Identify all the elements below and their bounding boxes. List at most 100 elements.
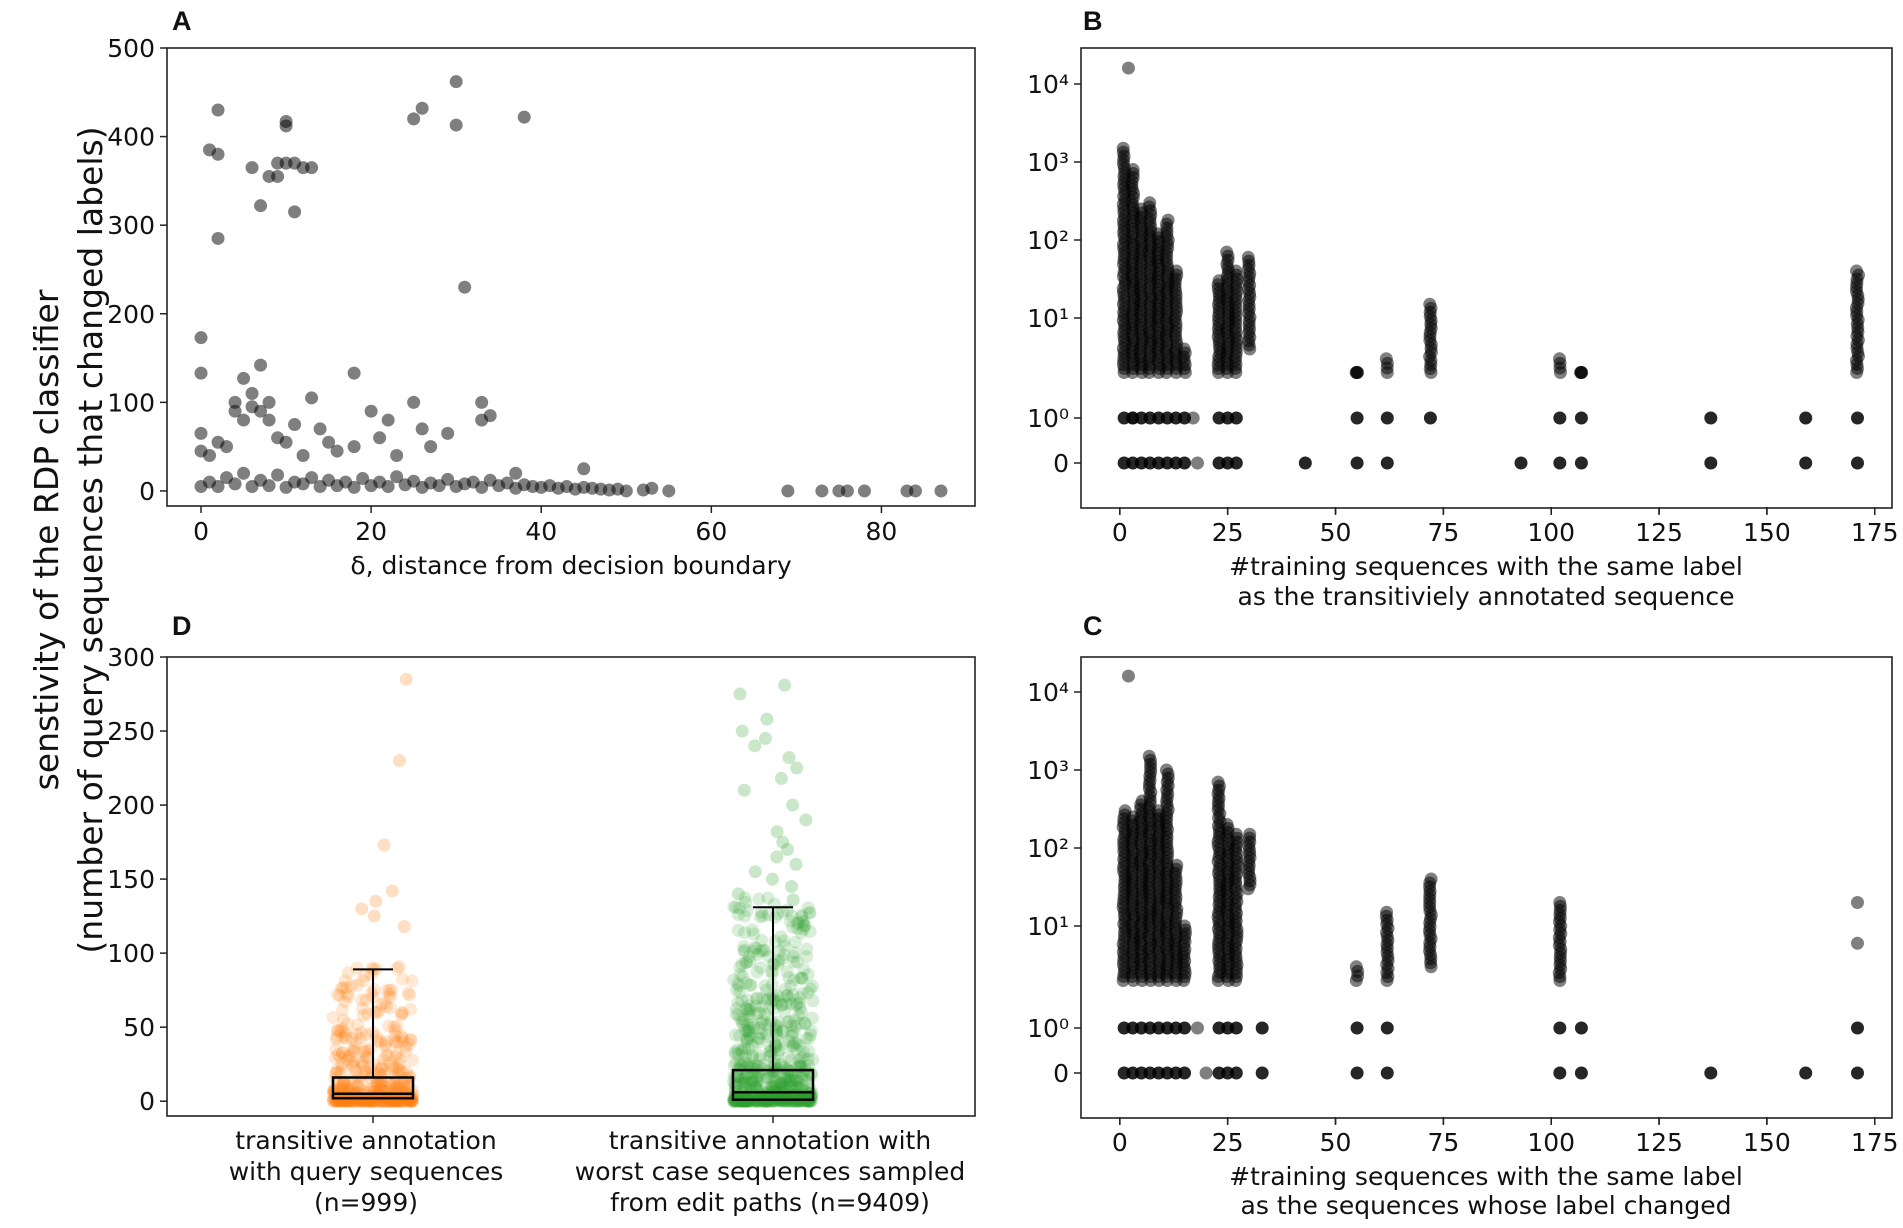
strip-point <box>371 1077 385 1091</box>
strip-point <box>361 1007 375 1021</box>
strip-point <box>804 1024 818 1038</box>
strip-point <box>359 993 373 1007</box>
strip-point <box>733 967 747 981</box>
strip-point <box>740 903 754 917</box>
data-point <box>364 404 378 418</box>
strip-point <box>778 939 792 953</box>
data-point <box>449 75 463 89</box>
data-point <box>1190 456 1204 470</box>
strip-point <box>347 1060 361 1074</box>
strip-point <box>768 1037 782 1051</box>
data-point <box>1553 1066 1567 1080</box>
strip-point <box>356 1009 370 1023</box>
strip-point <box>373 1081 387 1095</box>
strip-point <box>377 838 391 852</box>
strip-point <box>344 1082 358 1096</box>
strip-point <box>775 1024 789 1038</box>
strip-point <box>806 979 820 993</box>
strip-point <box>357 1059 371 1073</box>
strip-point <box>781 1091 795 1105</box>
data-point <box>815 484 829 498</box>
strip-point <box>732 1094 746 1108</box>
strip-point <box>801 1052 815 1066</box>
strip-point <box>740 1094 754 1108</box>
strip-point <box>740 1003 754 1017</box>
strip-point <box>393 1052 407 1066</box>
strip-point <box>737 1012 751 1026</box>
data-point <box>390 449 404 463</box>
strip-point <box>338 1050 352 1064</box>
strip-point <box>350 978 364 992</box>
strip-point <box>748 865 762 879</box>
strip-point <box>399 672 413 686</box>
strip-point <box>753 1091 767 1105</box>
strip-point <box>795 1079 809 1093</box>
strip-point <box>753 1052 767 1066</box>
strip-point <box>357 1045 371 1059</box>
strip-point <box>792 1094 806 1108</box>
strip-point <box>390 1093 404 1107</box>
data-point <box>194 366 208 380</box>
strip-point <box>736 1094 750 1108</box>
strip-point <box>375 1075 389 1089</box>
strip-point <box>787 973 801 987</box>
strip-point <box>365 961 379 975</box>
strip-point <box>741 1042 755 1056</box>
strip-point <box>340 1082 354 1096</box>
strip-point <box>728 1094 742 1108</box>
strip-point <box>372 1077 386 1091</box>
strip-point <box>733 1029 747 1043</box>
strip-point <box>738 1062 752 1076</box>
y-tick-label: 10² <box>1027 834 1069 863</box>
strip-point <box>329 1066 343 1080</box>
strip-point <box>744 978 758 992</box>
data-point <box>1799 456 1813 470</box>
x-tick-label: 60 <box>695 517 727 546</box>
x-tick-label: 75 <box>1427 1128 1459 1157</box>
strip-point <box>737 1094 751 1108</box>
strip-point <box>758 731 772 745</box>
y-tick-label: 500 <box>107 34 155 63</box>
strip-point <box>787 955 801 969</box>
strip-point <box>364 1065 378 1079</box>
x-tick-label: 25 <box>1212 518 1244 547</box>
strip-point <box>401 1076 415 1090</box>
strip-point <box>760 712 774 726</box>
strip-point <box>333 1025 347 1039</box>
strip-point <box>335 1093 349 1107</box>
strip-point <box>806 1053 820 1067</box>
strip-point <box>739 956 753 970</box>
x-tick-label: 175 <box>1851 1128 1899 1157</box>
strip-point <box>753 1069 767 1083</box>
strip-point <box>785 1094 799 1108</box>
strip-point <box>744 1075 758 1089</box>
data-point <box>228 477 242 491</box>
strip-point <box>343 1048 357 1062</box>
strip-point <box>727 1059 741 1073</box>
strip-point <box>784 1078 798 1092</box>
strip-point <box>746 1075 760 1089</box>
strip-point <box>336 1075 350 1089</box>
strip-point <box>388 1069 402 1083</box>
data-point <box>1211 775 1225 789</box>
strip-point <box>770 907 784 921</box>
strip-point <box>801 1094 815 1108</box>
strip-point <box>789 1072 803 1086</box>
strip-point <box>743 1094 757 1108</box>
strip-point <box>758 1094 772 1108</box>
data-point <box>1850 411 1864 425</box>
data-point <box>288 205 302 219</box>
y-tick-label: 10¹ <box>1027 304 1069 333</box>
panel-a-xlabel: δ, distance from decision boundary <box>350 551 792 580</box>
panel-c-xlabel-line1: #training sequences with the same label <box>1229 1162 1743 1191</box>
strip-point <box>764 1045 778 1059</box>
strip-point <box>727 1094 741 1108</box>
strip-point <box>388 1024 402 1038</box>
strip-point <box>742 1025 756 1039</box>
strip-point <box>750 1074 764 1088</box>
strip-point <box>774 998 788 1012</box>
strip-point <box>403 988 417 1002</box>
y-tick-label: 10⁴ <box>1027 678 1069 707</box>
strip-point <box>752 1006 766 1020</box>
strip-point <box>750 1094 764 1108</box>
